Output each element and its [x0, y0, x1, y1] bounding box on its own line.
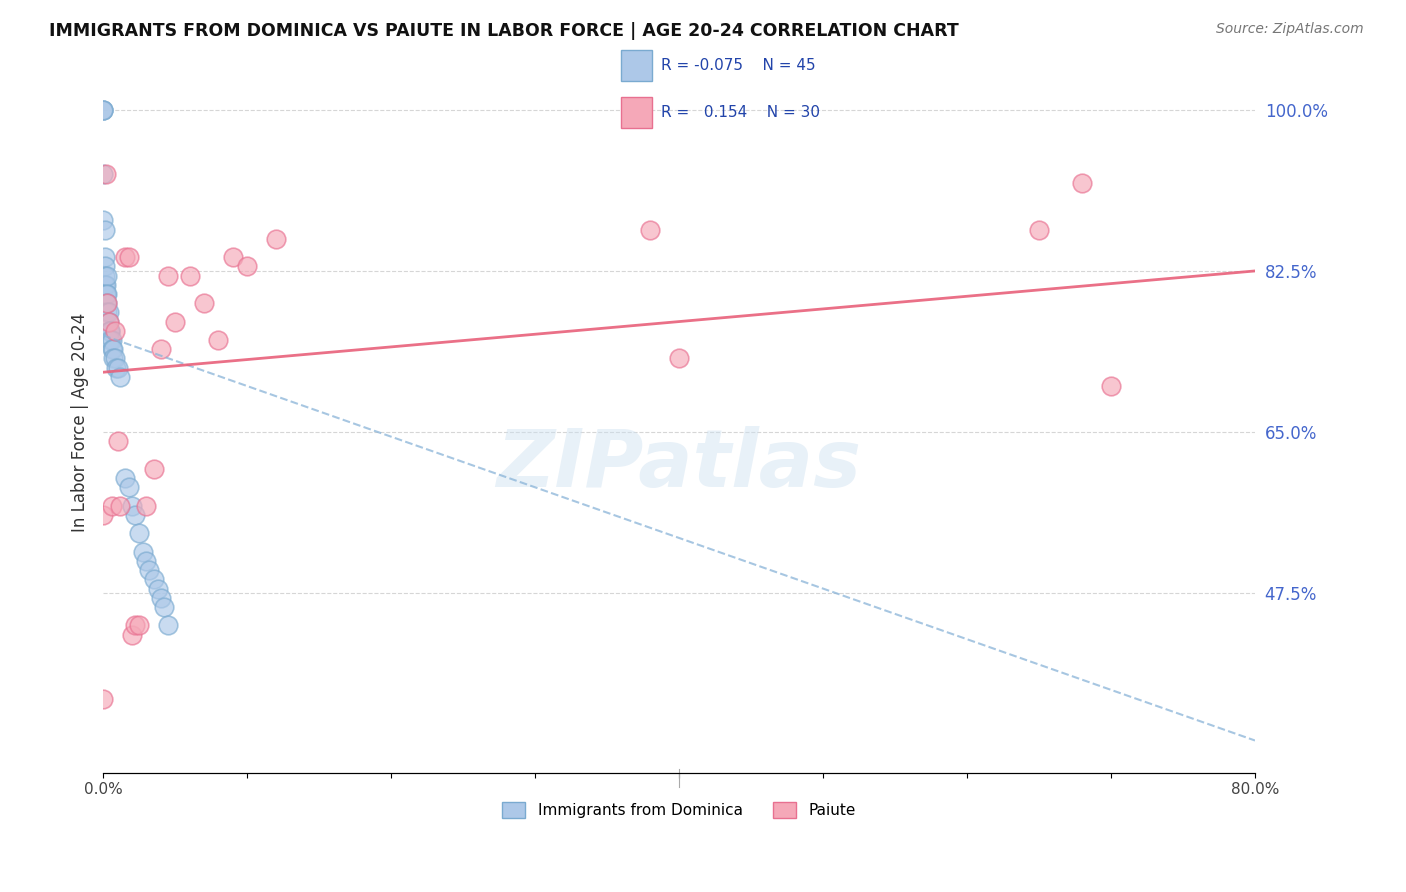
Point — [114, 250, 136, 264]
Point — [135, 554, 157, 568]
Point — [124, 508, 146, 522]
Point — [222, 250, 245, 264]
Point — [142, 462, 165, 476]
Point — [114, 471, 136, 485]
Point — [107, 434, 129, 449]
Point — [104, 351, 127, 366]
Point — [93, 222, 115, 236]
Point — [193, 296, 215, 310]
Text: IMMIGRANTS FROM DOMINICA VS PAIUTE IN LABOR FORCE | AGE 20-24 CORRELATION CHART: IMMIGRANTS FROM DOMINICA VS PAIUTE IN LA… — [49, 22, 959, 40]
Point — [98, 324, 121, 338]
Point — [152, 599, 174, 614]
FancyBboxPatch shape — [621, 97, 652, 128]
Point — [93, 268, 115, 283]
Point — [128, 526, 150, 541]
Point — [91, 167, 114, 181]
Point — [124, 618, 146, 632]
Point — [96, 296, 118, 310]
Point — [156, 618, 179, 632]
Point — [97, 324, 120, 338]
Point — [96, 296, 118, 310]
Point — [93, 250, 115, 264]
Point — [1071, 177, 1094, 191]
Point — [142, 573, 165, 587]
Point — [236, 260, 259, 274]
Point — [135, 499, 157, 513]
Point — [100, 499, 122, 513]
Text: R = -0.075    N = 45: R = -0.075 N = 45 — [661, 58, 815, 73]
Point — [156, 268, 179, 283]
Point — [98, 333, 121, 347]
Point — [118, 250, 141, 264]
Point — [97, 315, 120, 329]
Point — [91, 103, 114, 117]
Point — [96, 305, 118, 319]
Point — [132, 545, 155, 559]
Point — [1099, 379, 1122, 393]
Point — [98, 324, 121, 338]
Text: R =   0.154    N = 30: R = 0.154 N = 30 — [661, 105, 820, 120]
Point — [138, 563, 160, 577]
Point — [94, 296, 117, 310]
Point — [94, 167, 117, 181]
Point — [97, 305, 120, 319]
Point — [149, 591, 172, 605]
Point — [179, 268, 201, 283]
Point — [1028, 222, 1050, 236]
Y-axis label: In Labor Force | Age 20-24: In Labor Force | Age 20-24 — [72, 313, 89, 533]
Point — [121, 499, 143, 513]
Point — [105, 360, 128, 375]
Point — [110, 499, 132, 513]
Point — [103, 351, 125, 366]
Point — [207, 333, 229, 347]
Point — [668, 351, 690, 366]
Point — [264, 232, 287, 246]
Point — [94, 277, 117, 292]
Point — [94, 287, 117, 301]
Point — [103, 342, 125, 356]
Text: Source: ZipAtlas.com: Source: ZipAtlas.com — [1216, 22, 1364, 37]
Point — [93, 260, 115, 274]
Point — [110, 369, 132, 384]
Point — [97, 315, 120, 329]
Point — [96, 287, 118, 301]
Point — [94, 287, 117, 301]
Point — [118, 480, 141, 494]
Point — [128, 618, 150, 632]
Point — [165, 315, 187, 329]
Point — [91, 508, 114, 522]
Legend: Immigrants from Dominica, Paiute: Immigrants from Dominica, Paiute — [496, 797, 862, 824]
Point — [91, 692, 114, 706]
FancyBboxPatch shape — [621, 50, 652, 81]
Point — [91, 103, 114, 117]
Point — [121, 627, 143, 641]
Point — [93, 277, 115, 292]
Point — [91, 213, 114, 227]
Point — [96, 268, 118, 283]
Point — [107, 360, 129, 375]
Point — [149, 342, 172, 356]
Text: ZIPatlas: ZIPatlas — [496, 425, 862, 504]
Point — [638, 222, 661, 236]
Point — [100, 342, 122, 356]
Point — [100, 333, 122, 347]
Point — [104, 324, 127, 338]
Point — [146, 582, 169, 596]
Point — [91, 103, 114, 117]
